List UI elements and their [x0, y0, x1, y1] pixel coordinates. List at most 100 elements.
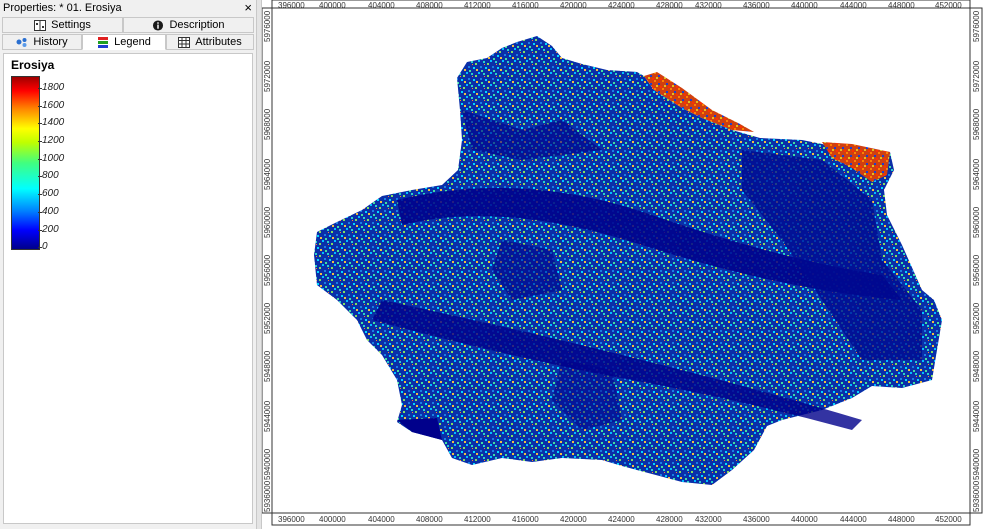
map-view[interactable]: 396000 400000 404000 408000 412000 41600… [262, 0, 991, 529]
legend-tick [38, 159, 42, 160]
y-tick-label: 5964000 [972, 158, 981, 190]
legend-tick [38, 106, 42, 107]
x-tick-label: 408000 [416, 515, 443, 524]
history-icon [16, 37, 27, 47]
x-tick-label: 420000 [560, 1, 587, 10]
tab-attributes-label: Attributes [195, 36, 242, 48]
legend-tick [38, 212, 42, 213]
table-icon [178, 36, 191, 48]
x-tick-label: 436000 [743, 1, 770, 10]
x-tick-label: 444000 [840, 515, 867, 524]
legend-title: Erosiya [11, 58, 55, 72]
left-ruler [262, 7, 273, 514]
legend-tick [38, 141, 42, 142]
right-ruler [969, 7, 983, 514]
x-tick-label: 432000 [695, 515, 722, 524]
x-tick-label: 428000 [656, 1, 683, 10]
tab-description-label: Description [169, 19, 225, 31]
y-tick-label: 5964000 [263, 158, 272, 190]
x-tick-label: 404000 [368, 1, 395, 10]
y-tick-label: 5972000 [972, 60, 981, 92]
y-tick-label: 5936000 [972, 480, 981, 512]
y-tick-label: 5944000 [972, 400, 981, 432]
panel-title: Properties: * 01. Erosiya × [0, 0, 256, 16]
tab-settings-label: Settings [51, 19, 91, 31]
legend-label: 200 [42, 224, 59, 235]
x-tick-label: 452000 [935, 1, 962, 10]
legend-tick [38, 176, 42, 177]
y-tick-label: 5976000 [972, 10, 981, 42]
x-tick-label: 452000 [935, 515, 962, 524]
legend-tick [38, 194, 42, 195]
legend-icon [98, 36, 109, 48]
y-tick-label: 5948000 [263, 350, 272, 382]
x-tick-label: 412000 [464, 515, 491, 524]
bottom-ruler [271, 512, 971, 526]
legend-tick [38, 88, 42, 89]
x-tick-label: 424000 [608, 1, 635, 10]
legend-tick [38, 123, 42, 124]
properties-panel: Properties: * 01. Erosiya × Settings Des… [0, 0, 256, 529]
legend-label: 1400 [42, 117, 65, 128]
y-tick-label: 5952000 [263, 302, 272, 334]
x-tick-label: 440000 [791, 1, 818, 10]
settings-icon [34, 19, 47, 31]
y-tick-label: 5968000 [263, 108, 272, 140]
tab-attributes[interactable]: Attributes [166, 34, 254, 50]
top-ruler [271, 0, 971, 9]
tab-history-label: History [33, 36, 68, 48]
x-tick-label: 432000 [695, 1, 722, 10]
legend-label: 1000 [42, 153, 65, 164]
y-tick-label: 5940000 [263, 448, 272, 480]
map-canvas[interactable]: 396000 400000 404000 408000 412000 41600… [262, 0, 991, 529]
y-tick-label: 5956000 [263, 254, 272, 286]
y-tick-label: 5940000 [972, 448, 981, 480]
color-ramp [11, 76, 40, 250]
x-tick-label: 396000 [278, 515, 305, 524]
y-tick-label: 5956000 [972, 254, 981, 286]
legend-label: 0 [42, 241, 48, 252]
x-tick-label: 424000 [608, 515, 635, 524]
info-icon [153, 19, 164, 31]
y-tick-label: 5936000 [263, 480, 272, 512]
legend-label: 400 [42, 206, 59, 217]
y-tick-label: 5948000 [972, 350, 981, 382]
x-tick-label: 412000 [464, 1, 491, 10]
legend-label: 800 [42, 170, 59, 181]
legend-label: 1200 [42, 135, 65, 146]
legend-label: 1600 [42, 100, 65, 111]
legend-label: 1800 [42, 82, 65, 93]
legend-tick [38, 230, 42, 231]
x-tick-label: 416000 [512, 1, 539, 10]
tab-description[interactable]: Description [123, 17, 254, 33]
panel-title-text: Properties: * 01. Erosiya [3, 2, 122, 14]
close-icon[interactable]: × [244, 0, 252, 15]
y-tick-label: 5972000 [263, 60, 272, 92]
legend-panel: Erosiya 1800 1600 1400 1200 1000 800 600… [3, 53, 253, 524]
x-tick-label: 440000 [791, 515, 818, 524]
x-tick-label: 396000 [278, 1, 305, 10]
x-tick-label: 436000 [743, 515, 770, 524]
x-tick-label: 400000 [319, 1, 346, 10]
y-tick-label: 5952000 [972, 302, 981, 334]
tab-legend[interactable]: Legend [82, 34, 166, 50]
x-tick-label: 416000 [512, 515, 539, 524]
x-tick-label: 448000 [888, 1, 915, 10]
tab-history[interactable]: History [2, 34, 82, 50]
y-tick-label: 5960000 [972, 206, 981, 238]
x-tick-label: 428000 [656, 515, 683, 524]
x-tick-label: 444000 [840, 1, 867, 10]
x-tick-label: 408000 [416, 1, 443, 10]
legend-tick [38, 247, 42, 248]
y-tick-label: 5960000 [263, 206, 272, 238]
y-tick-label: 5968000 [972, 108, 981, 140]
x-tick-label: 400000 [319, 515, 346, 524]
erosion-raster [314, 36, 942, 485]
y-tick-label: 5944000 [263, 400, 272, 432]
x-tick-label: 404000 [368, 515, 395, 524]
legend-label: 600 [42, 188, 59, 199]
tab-legend-label: Legend [114, 36, 151, 48]
x-tick-label: 420000 [560, 515, 587, 524]
x-tick-label: 448000 [888, 515, 915, 524]
tab-settings[interactable]: Settings [2, 17, 123, 33]
